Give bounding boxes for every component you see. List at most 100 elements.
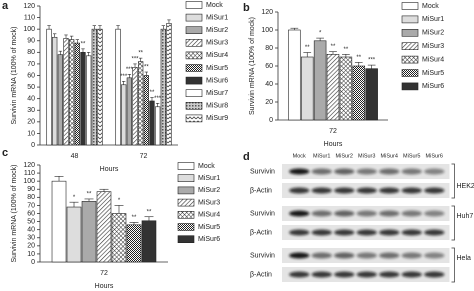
y-tick-label: 20 bbox=[27, 243, 35, 250]
y-tick-label: 10 bbox=[27, 251, 35, 258]
blot-band bbox=[379, 229, 400, 236]
significance-label: ** bbox=[150, 90, 155, 96]
bracket bbox=[451, 163, 455, 199]
significance-label: ** bbox=[356, 55, 361, 61]
blot-band bbox=[289, 271, 310, 278]
cell-line-label: Huh7 bbox=[457, 213, 474, 220]
lane-label: MiSur6 bbox=[426, 153, 443, 159]
y-tick-label: 30 bbox=[27, 235, 35, 242]
y-axis-label: Survivin mRNA (100% of mock) bbox=[11, 164, 18, 262]
bar bbox=[155, 106, 161, 146]
blot-band bbox=[356, 187, 377, 194]
legend-swatch bbox=[177, 186, 195, 195]
y-tick-label: 70 bbox=[27, 61, 35, 68]
bar bbox=[97, 28, 103, 146]
y-tick-label: 100 bbox=[23, 26, 35, 33]
blot-band bbox=[334, 229, 355, 236]
legend-swatch bbox=[177, 162, 195, 170]
legend-label: MiSur2 bbox=[198, 187, 220, 194]
x-tick-label: 72 bbox=[329, 128, 337, 135]
blot-band bbox=[401, 229, 422, 236]
legend-label: MiSur2 bbox=[206, 27, 228, 34]
x-axis-label: Hours bbox=[324, 141, 343, 148]
legend-swatch bbox=[185, 13, 203, 22]
lane-label: MiSur5 bbox=[403, 153, 420, 159]
blot-band bbox=[289, 229, 310, 236]
y-tick-label: 110 bbox=[24, 170, 35, 177]
x-axis-label: Hours bbox=[100, 166, 119, 173]
blot-band bbox=[424, 210, 445, 217]
blot-band bbox=[289, 168, 310, 175]
bar bbox=[288, 29, 301, 121]
panel-letter: c bbox=[2, 147, 8, 159]
bar bbox=[365, 68, 378, 121]
significance-label: ** bbox=[87, 192, 92, 198]
blot-band bbox=[311, 252, 332, 259]
legend-swatch bbox=[401, 55, 419, 64]
legend-swatch bbox=[177, 223, 195, 231]
y-tick-label: 80 bbox=[265, 45, 273, 52]
blot-band bbox=[289, 252, 310, 259]
row-label: β-Actin bbox=[250, 229, 272, 236]
legend-label: MiSur1 bbox=[206, 14, 228, 21]
legend-label: MiSur4 bbox=[198, 212, 220, 219]
row-label: Survivin bbox=[250, 210, 275, 217]
bar bbox=[52, 36, 58, 146]
bar bbox=[132, 67, 138, 146]
legend-swatch bbox=[185, 89, 203, 97]
x-tick-label: 72 bbox=[140, 153, 148, 160]
blot-band bbox=[379, 252, 400, 259]
legend-swatch bbox=[185, 64, 203, 72]
bar bbox=[115, 28, 121, 146]
bar bbox=[143, 75, 149, 146]
significance-label: ** bbox=[344, 47, 349, 53]
x-tick-label: 48 bbox=[71, 153, 79, 160]
legend-label: MiSur6 bbox=[422, 83, 444, 90]
row-label: β-Actin bbox=[250, 187, 272, 194]
significance-label: *** bbox=[126, 67, 134, 73]
legend-swatch bbox=[401, 69, 419, 77]
blot-band bbox=[401, 271, 422, 278]
blot-band bbox=[379, 168, 400, 175]
y-tick-label: 50 bbox=[27, 84, 35, 91]
bar bbox=[74, 42, 80, 146]
legend-label: MiSur8 bbox=[206, 103, 228, 110]
legend-swatch bbox=[401, 15, 419, 24]
legend-label: MiSur6 bbox=[206, 77, 228, 84]
significance-label: * bbox=[118, 198, 121, 204]
bar bbox=[166, 23, 172, 146]
legend-label: MiSur5 bbox=[422, 70, 444, 77]
bar bbox=[313, 40, 327, 121]
bracket bbox=[451, 247, 455, 283]
legend-label: Mock bbox=[422, 3, 439, 10]
legend-label: MiSur5 bbox=[198, 224, 220, 231]
legend-label: MiSur1 bbox=[198, 175, 220, 182]
blot-band bbox=[424, 229, 445, 236]
blot-band bbox=[379, 210, 400, 217]
blot-band bbox=[334, 168, 355, 175]
legend-swatch bbox=[177, 211, 195, 219]
panel-letter: a bbox=[2, 0, 9, 12]
legend-swatch bbox=[185, 38, 203, 47]
legend-swatch bbox=[185, 114, 203, 123]
lane-label: MiSur1 bbox=[313, 153, 330, 159]
y-tick-label: 50 bbox=[27, 218, 35, 225]
legend-swatch bbox=[185, 76, 203, 85]
legend-label: MiSur4 bbox=[206, 52, 228, 59]
blot-band bbox=[424, 252, 445, 259]
blot-band bbox=[311, 210, 332, 217]
bar bbox=[96, 191, 112, 263]
legend-swatch bbox=[401, 42, 419, 51]
x-tick-label: 72 bbox=[100, 270, 108, 277]
bar bbox=[63, 38, 69, 146]
y-tick-label: 40 bbox=[265, 81, 273, 88]
lane-label: MiSur3 bbox=[358, 153, 375, 159]
legend-label: MiSur9 bbox=[206, 115, 228, 122]
blot-band bbox=[401, 252, 422, 259]
blot-band bbox=[424, 187, 445, 194]
bar bbox=[326, 53, 340, 121]
row-label: Survivin bbox=[250, 168, 275, 175]
significance-label: ** bbox=[147, 209, 152, 215]
row-label: Survivin bbox=[250, 252, 275, 259]
